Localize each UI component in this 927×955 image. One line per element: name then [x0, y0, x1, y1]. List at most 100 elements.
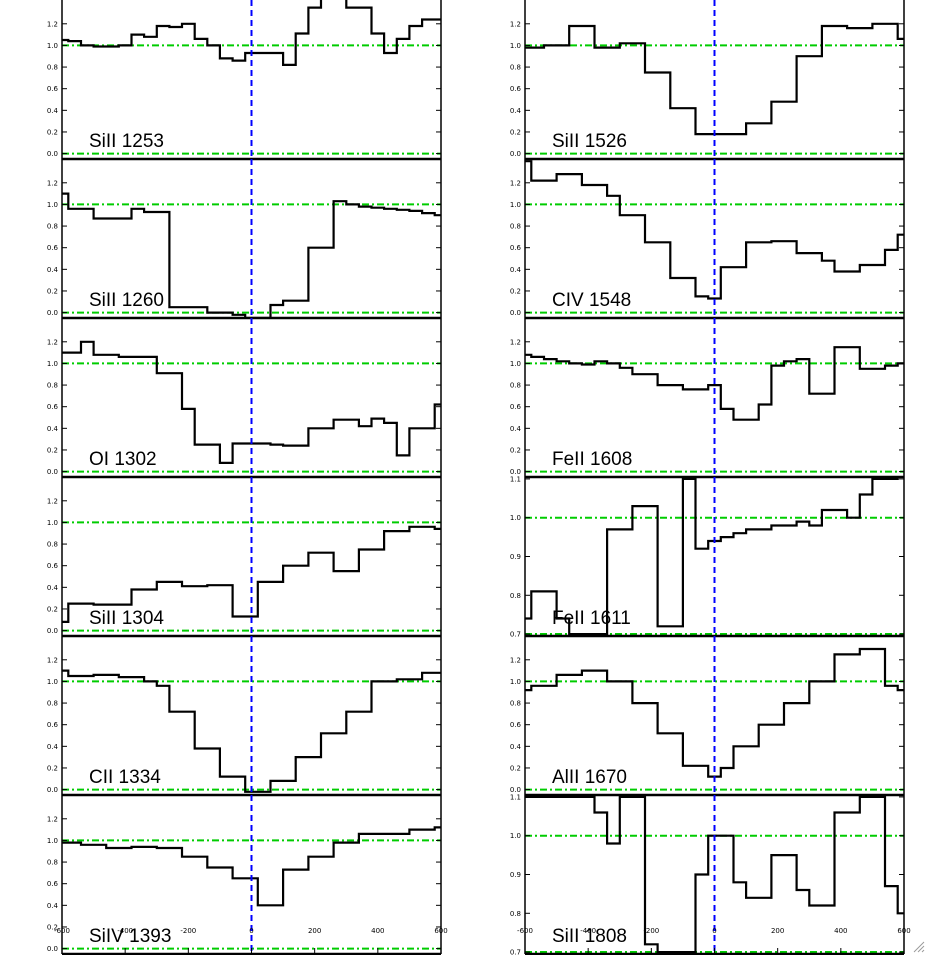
y-tick-label: 0.2 — [510, 446, 521, 454]
y-tick-label: 1.0 — [47, 678, 58, 686]
y-tick-label: 1.2 — [47, 815, 58, 823]
y-tick-label: 1.2 — [510, 179, 521, 187]
x-tick-label: -200 — [643, 927, 659, 935]
y-tick-label: 0.2 — [47, 605, 58, 613]
y-tick-label: 1.2 — [510, 20, 521, 28]
y-tick-label: 0.0 — [510, 309, 521, 317]
y-tick-label: 1.2 — [47, 497, 58, 505]
spectrum-line — [525, 795, 904, 954]
spectrum-line — [62, 192, 441, 318]
y-tick-label: 1.0 — [510, 678, 521, 686]
x-tick-label: -400 — [580, 927, 596, 935]
y-tick-label: 0.0 — [47, 627, 58, 635]
x-tick-label: 0 — [712, 927, 716, 935]
panel-cii-1334: 0.0 0.2 0.4 0.6 0.8 1.0 1.2 CII 1334 — [47, 636, 442, 797]
y-tick-label: 0.2 — [510, 764, 521, 772]
y-tick-label: 1.0 — [510, 42, 521, 50]
y-tick-label: 0.8 — [510, 64, 521, 72]
y-tick-label: 0.2 — [510, 287, 521, 295]
y-tick-label: 0.8 — [510, 910, 521, 918]
y-tick-label: 1.0 — [47, 837, 58, 845]
panel-feii-1611: 0.7 0.8 0.9 1.0 1.1 FeII 1611 — [510, 475, 905, 639]
ion-label: SiII 1526 — [552, 131, 627, 152]
y-tick-label: 0.4 — [510, 107, 522, 115]
spectrum-line — [62, 0, 441, 66]
y-tick-label: 0.8 — [47, 64, 58, 72]
ion-label: SiII 1253 — [89, 131, 164, 152]
y-tick-label: 0.9 — [510, 871, 521, 879]
y-tick-label: 0.7 — [510, 949, 521, 955]
y-tick-label: 1.0 — [510, 832, 521, 840]
y-tick-label: 0.6 — [47, 880, 59, 888]
y-tick-label: 0.8 — [47, 382, 58, 390]
y-tick-label: 0.0 — [47, 309, 58, 317]
y-tick-label: 1.0 — [47, 519, 58, 527]
ion-label: FeII 1611 — [552, 608, 631, 629]
spectrum-line — [525, 160, 904, 300]
y-tick-label: 0.4 — [47, 266, 59, 274]
spectrum-line — [62, 669, 441, 793]
y-tick-label: 0.2 — [47, 446, 58, 454]
y-tick-label: 0.6 — [510, 721, 522, 729]
panel-siii-1260: 0.0 0.2 0.4 0.6 0.8 1.0 1.2 SiII 1260 — [47, 159, 442, 320]
y-tick-label: 0.2 — [47, 287, 58, 295]
y-tick-label: 0.4 — [510, 266, 522, 274]
ion-label: SiII 1260 — [89, 290, 164, 311]
y-tick-label: 0.4 — [47, 425, 59, 433]
x-tick-label: 600 — [434, 927, 447, 935]
spectrum-line — [525, 346, 904, 421]
y-tick-label: 1.1 — [510, 793, 521, 801]
panel-siii-1304: 0.0 0.2 0.4 0.6 0.8 1.0 1.2 SiII 1304 — [47, 477, 442, 638]
panel-feii-1608: 0.0 0.2 0.4 0.6 0.8 1.0 1.2 FeII 1608 — [510, 318, 905, 479]
spectrum-line — [62, 340, 441, 464]
x-tick-label: 200 — [308, 927, 321, 935]
x-tick-label: -400 — [117, 927, 133, 935]
ion-label: SiII 1808 — [552, 926, 627, 947]
y-tick-label: 0.4 — [47, 902, 59, 910]
spectrum-line — [525, 477, 899, 636]
spectrum-line — [525, 647, 904, 778]
y-tick-label: 1.0 — [47, 42, 58, 50]
y-tick-label: 1.0 — [510, 514, 521, 522]
y-tick-label: 0.4 — [510, 743, 522, 751]
panel-siiv-1393: 0.0 0.2 0.4 0.6 0.8 1.0 1.2 SiIV 1393 -600 -400 -2… — [47, 795, 448, 955]
y-tick-label: 0.8 — [510, 700, 521, 708]
y-tick-label: 0.8 — [47, 700, 58, 708]
y-tick-label: 1.0 — [47, 201, 58, 209]
y-tick-label: 0.6 — [47, 244, 59, 252]
ion-label: FeII 1608 — [552, 449, 632, 470]
y-tick-label: 1.1 — [510, 475, 521, 483]
y-tick-label: 0.2 — [47, 128, 58, 136]
panel-siii-1808: 0.7 0.8 0.9 1.0 1.1 SiII 1808 -600 -400 -200 0 200… — [510, 793, 911, 955]
y-tick-label: 0.0 — [47, 786, 58, 794]
x-tick-label: -600 — [517, 927, 533, 935]
x-tick-label: -600 — [54, 927, 70, 935]
ion-label: SiII 1304 — [89, 608, 164, 629]
y-tick-label: 1.2 — [47, 179, 58, 187]
y-tick-label: 0.6 — [47, 721, 59, 729]
y-tick-label: 0.6 — [47, 85, 59, 93]
y-tick-label: 0.8 — [47, 859, 58, 867]
spectrum-line — [62, 525, 441, 623]
y-tick-label: 0.2 — [510, 128, 521, 136]
y-tick-label: 0.2 — [47, 764, 58, 772]
x-tick-label: 600 — [897, 927, 910, 935]
ion-label: CII 1334 — [89, 767, 161, 788]
resize-grip-icon[interactable] — [911, 939, 925, 953]
y-tick-label: 0.4 — [47, 107, 59, 115]
y-tick-label: 0.6 — [510, 403, 522, 411]
panel-alii-1670: 0.0 0.2 0.4 0.6 0.8 1.0 1.2 AlII 1670 — [510, 636, 905, 797]
ion-label: OI 1302 — [89, 449, 157, 470]
y-tick-label: 0.0 — [47, 468, 58, 476]
y-tick-label: 0.9 — [510, 553, 521, 561]
ion-label: AlII 1670 — [552, 767, 627, 788]
y-tick-label: 0.6 — [47, 562, 59, 570]
y-tick-label: 0.8 — [510, 382, 521, 390]
y-tick-label: 0.4 — [47, 743, 59, 751]
y-tick-label: 0.6 — [510, 244, 522, 252]
y-tick-label: 1.2 — [47, 20, 58, 28]
y-tick-label: 0.4 — [510, 425, 522, 433]
ion-label: SiIV 1393 — [89, 926, 171, 947]
y-tick-label: 0.2 — [47, 923, 58, 931]
